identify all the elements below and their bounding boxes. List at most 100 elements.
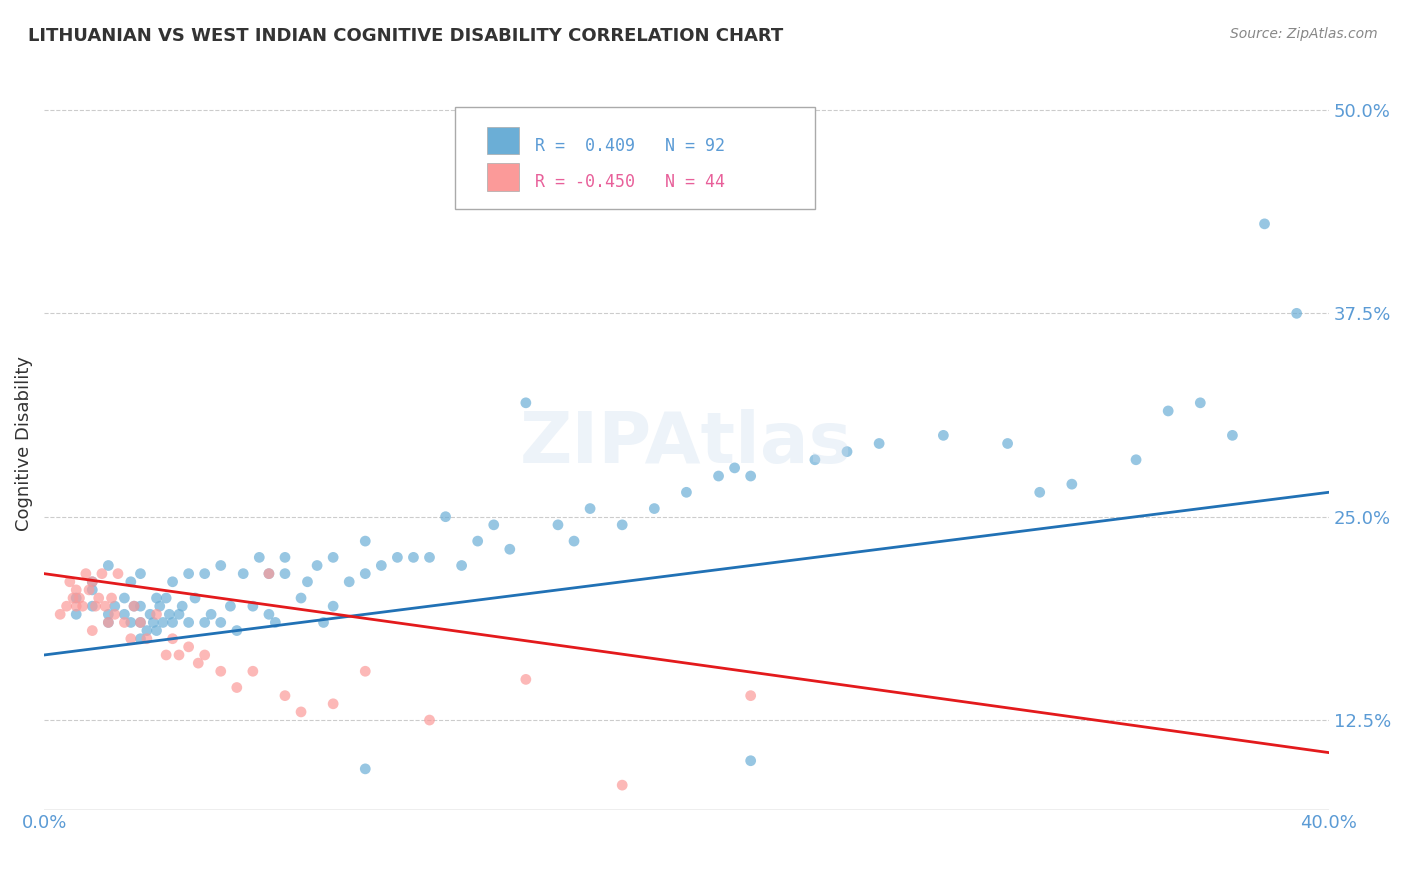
Point	[257, 566, 280, 581]
Point	[107, 566, 129, 581]
Point	[450, 558, 472, 573]
Y-axis label: Cognitive Disability: Cognitive Disability	[15, 356, 32, 531]
Point	[177, 615, 200, 630]
Point	[122, 599, 145, 614]
Point	[740, 469, 762, 483]
Point	[55, 599, 77, 614]
Point	[75, 566, 97, 581]
Point	[562, 534, 585, 549]
Point	[274, 566, 297, 581]
Point	[82, 624, 104, 638]
Point	[643, 501, 665, 516]
Point	[257, 607, 280, 622]
Point	[209, 615, 232, 630]
Point	[515, 673, 537, 687]
Point	[100, 591, 122, 605]
Point	[172, 599, 194, 614]
Point	[194, 615, 217, 630]
Point	[82, 574, 104, 589]
Point	[1125, 452, 1147, 467]
Point	[135, 632, 157, 646]
Point	[290, 591, 312, 605]
Point	[515, 396, 537, 410]
Point	[97, 558, 120, 573]
Point	[1060, 477, 1083, 491]
Point	[675, 485, 697, 500]
Point	[152, 615, 174, 630]
Point	[65, 582, 87, 597]
Point	[120, 574, 142, 589]
Point	[104, 607, 127, 622]
Point	[804, 452, 827, 467]
Point	[337, 574, 360, 589]
Point	[1253, 217, 1275, 231]
Text: R =  0.409   N = 92: R = 0.409 N = 92	[534, 136, 725, 154]
Point	[354, 762, 377, 776]
Point	[145, 607, 167, 622]
Point	[740, 754, 762, 768]
Point	[139, 607, 162, 622]
Point	[232, 566, 254, 581]
Point	[112, 607, 135, 622]
Point	[482, 517, 505, 532]
Point	[129, 566, 152, 581]
Point	[274, 689, 297, 703]
Point	[162, 632, 184, 646]
Point	[322, 550, 344, 565]
Point	[177, 566, 200, 581]
Point	[194, 566, 217, 581]
Point	[354, 534, 377, 549]
Point	[94, 599, 117, 614]
Point	[467, 534, 489, 549]
Point	[868, 436, 890, 450]
Point	[112, 591, 135, 605]
Text: R = -0.450   N = 44: R = -0.450 N = 44	[534, 173, 725, 191]
Point	[209, 558, 232, 573]
Point	[219, 599, 242, 614]
Point	[72, 599, 94, 614]
Point	[65, 591, 87, 605]
Point	[129, 615, 152, 630]
Point	[129, 599, 152, 614]
Point	[200, 607, 222, 622]
Point	[157, 607, 180, 622]
Point	[290, 705, 312, 719]
Point	[418, 550, 440, 565]
Point	[167, 648, 190, 662]
Point	[129, 632, 152, 646]
Point	[142, 615, 165, 630]
Point	[997, 436, 1019, 450]
Point	[312, 615, 335, 630]
Point	[84, 599, 107, 614]
Text: Source: ZipAtlas.com: Source: ZipAtlas.com	[1230, 27, 1378, 41]
Point	[145, 591, 167, 605]
Point	[307, 558, 329, 573]
Point	[65, 599, 87, 614]
Point	[209, 665, 232, 679]
Point	[579, 501, 602, 516]
Point	[155, 648, 177, 662]
Point	[149, 599, 172, 614]
Point	[129, 615, 152, 630]
Point	[707, 469, 730, 483]
Point	[120, 632, 142, 646]
Point	[135, 624, 157, 638]
Point	[122, 599, 145, 614]
FancyBboxPatch shape	[488, 127, 519, 154]
Point	[402, 550, 425, 565]
Point	[264, 615, 287, 630]
Point	[59, 574, 82, 589]
Point	[104, 599, 127, 614]
FancyBboxPatch shape	[456, 107, 815, 210]
Point	[112, 615, 135, 630]
Point	[225, 624, 247, 638]
Point	[247, 550, 270, 565]
Point	[257, 566, 280, 581]
Point	[723, 461, 745, 475]
Point	[167, 607, 190, 622]
Point	[1028, 485, 1050, 500]
Point	[322, 599, 344, 614]
Text: ZIPAtlas: ZIPAtlas	[520, 409, 853, 478]
Point	[835, 444, 858, 458]
Point	[77, 582, 100, 597]
